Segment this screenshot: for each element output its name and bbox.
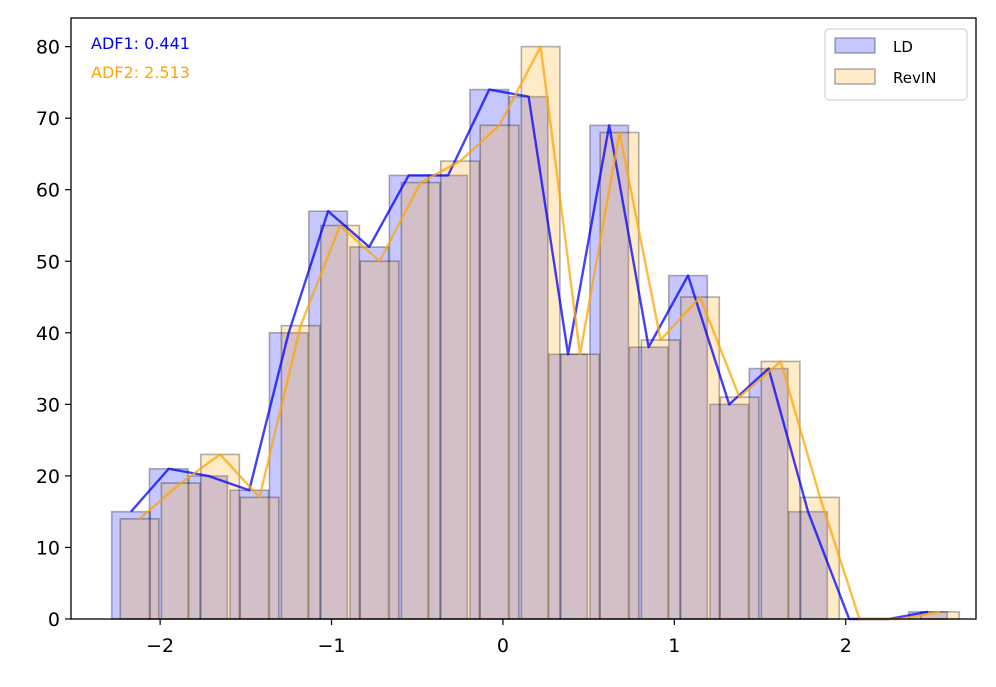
x-tick-label: −1 <box>318 635 346 657</box>
adf-annotation: ADF2: 2.513 <box>91 63 190 82</box>
ld-bar <box>188 475 229 620</box>
revin-bar <box>799 496 841 620</box>
x-axis: −2 −1 0 1 2 <box>146 619 852 657</box>
y-tick-label: 30 <box>36 394 60 416</box>
revin-bar <box>719 396 760 620</box>
annotations: ADF1: 0.441 ADF2: 2.513 <box>91 34 190 82</box>
revin-bar <box>439 160 481 620</box>
legend: LD RevIN <box>824 28 968 101</box>
revin-line <box>138 45 941 621</box>
x-tick-label: 1 <box>668 635 680 657</box>
revin-bar <box>320 224 361 620</box>
x-tick-label: 2 <box>840 635 852 657</box>
ld-bar <box>787 510 829 620</box>
ld-bar <box>547 353 589 620</box>
legend-swatch <box>834 37 876 54</box>
ld-bar <box>667 274 709 620</box>
y-tick-label: 20 <box>36 466 60 488</box>
legend-swatch <box>834 68 876 85</box>
ld-bar <box>589 124 630 620</box>
x-tick-label: 0 <box>497 635 509 657</box>
legend-box <box>824 28 968 101</box>
ld-bar <box>748 367 789 620</box>
revin-bar <box>760 360 801 620</box>
y-tick-label: 0 <box>48 609 60 631</box>
y-tick-label: 70 <box>36 108 60 130</box>
bars-layer <box>110 45 961 620</box>
revin-bar <box>559 353 601 620</box>
revin-bar <box>359 260 400 620</box>
revin-bar <box>280 324 321 620</box>
revin-bar <box>640 339 681 620</box>
ld-bar <box>709 403 750 620</box>
legend-label: LD <box>893 38 913 56</box>
ld-bar <box>110 510 152 620</box>
ld-line <box>130 88 929 621</box>
revin-bar <box>160 482 201 620</box>
lines-layer <box>130 45 941 621</box>
y-tick-label: 80 <box>36 37 60 59</box>
revin-bar <box>239 496 280 620</box>
ld-bar <box>388 174 429 620</box>
revin-bar <box>119 518 160 620</box>
legend-label: RevIN <box>893 69 937 87</box>
y-tick-label: 40 <box>36 323 60 345</box>
y-tick-label: 50 <box>36 251 60 273</box>
revin-bar <box>400 181 441 620</box>
revin-bar <box>679 296 721 620</box>
y-axis: 0 10 20 30 40 50 60 70 80 <box>36 37 71 631</box>
x-tick-label: −2 <box>146 635 174 657</box>
adf-annotation: ADF1: 0.441 <box>91 34 190 53</box>
y-tick-label: 10 <box>36 537 60 559</box>
plot-frame <box>70 17 977 620</box>
y-tick-label: 60 <box>36 180 60 202</box>
revin-bar <box>479 124 520 620</box>
ld-bar <box>349 246 390 620</box>
revin-bar <box>520 45 561 620</box>
ld-bar <box>428 174 469 620</box>
